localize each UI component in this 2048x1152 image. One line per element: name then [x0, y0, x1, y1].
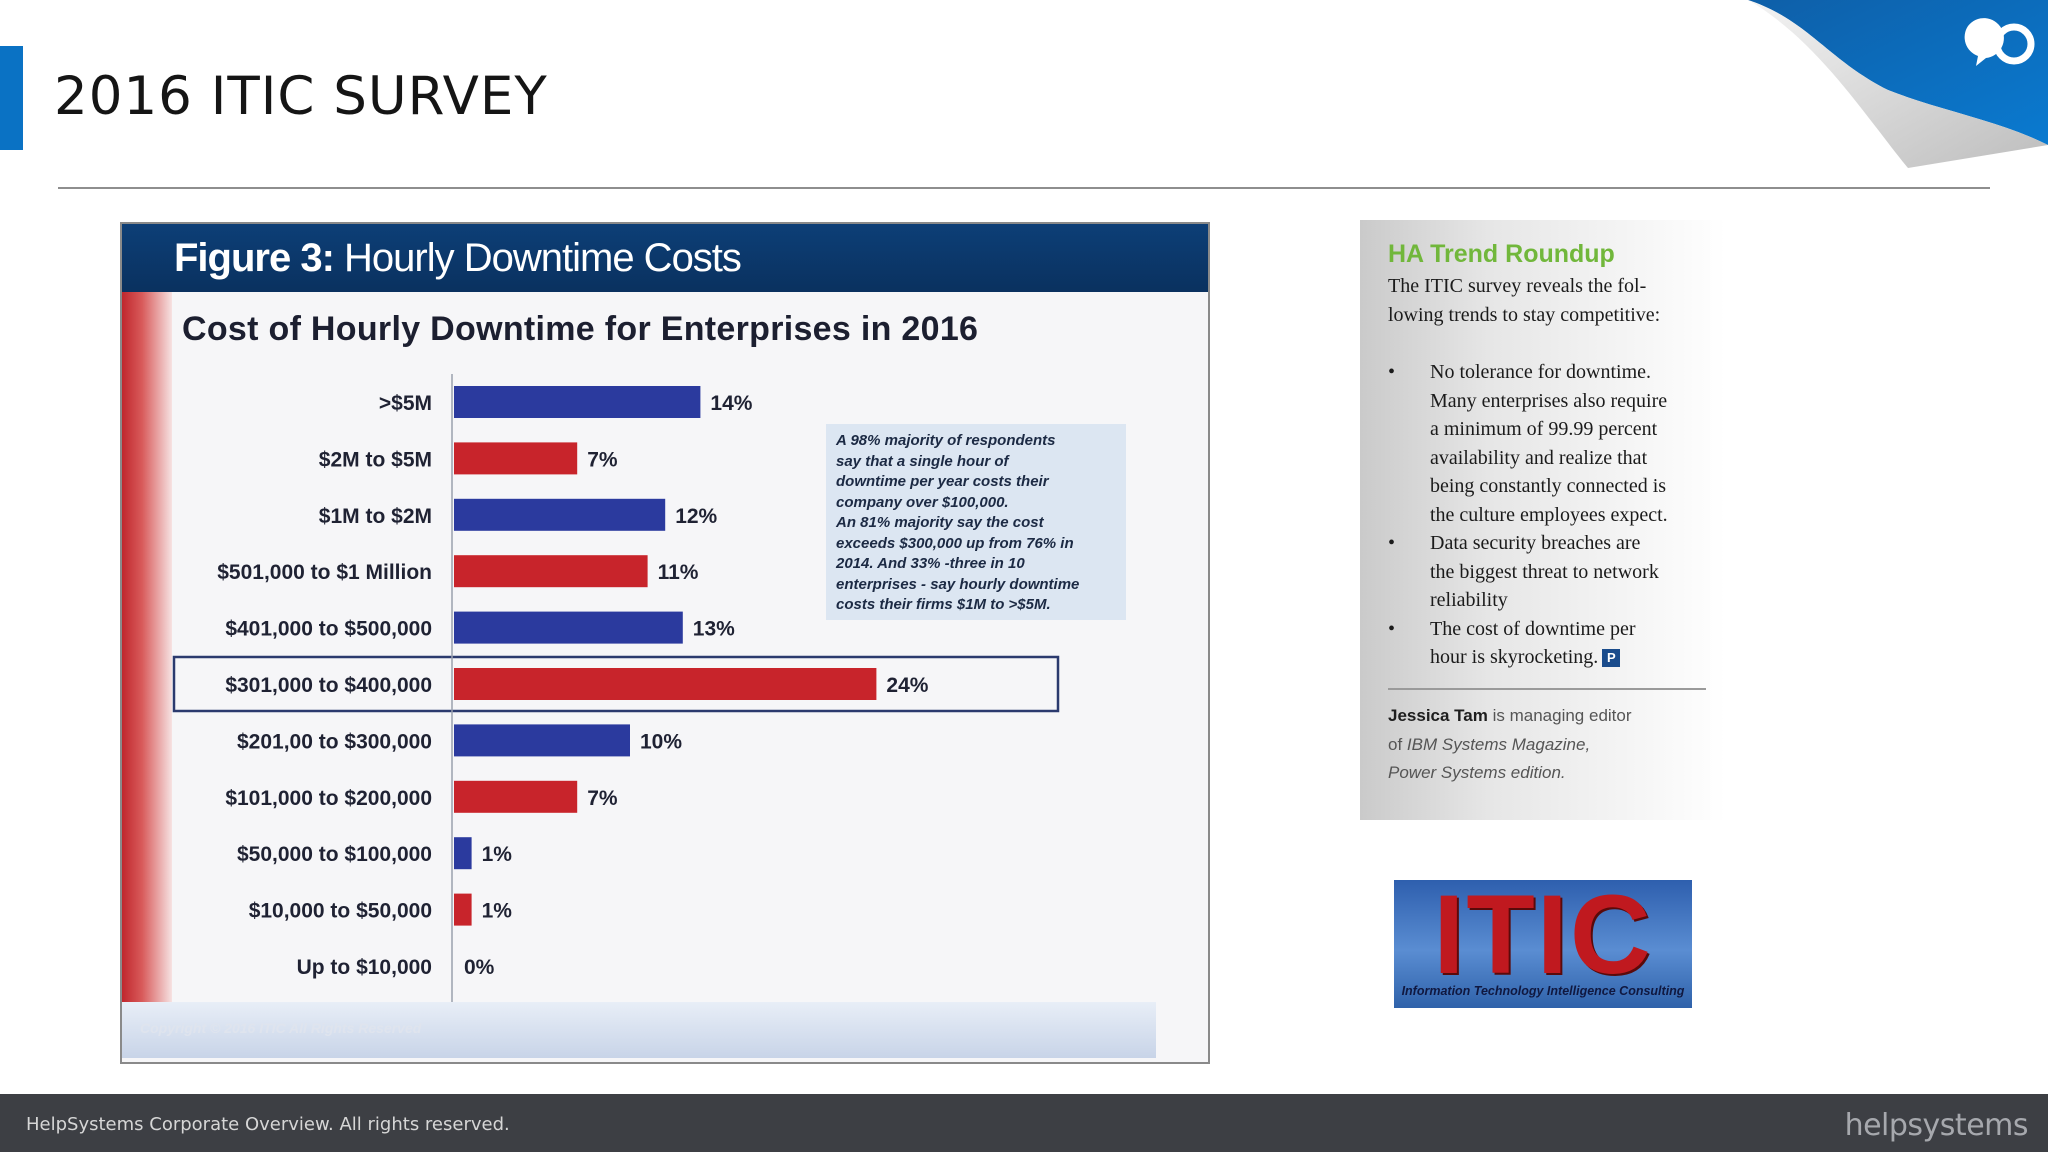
trend-item: • The cost of downtime per hour is skyroc…	[1388, 615, 1718, 672]
figure-copyright: Copyright © 2016 ITIC All Rights Reserve…	[140, 1020, 422, 1036]
end-mark-badge: P	[1602, 649, 1621, 667]
bullet-icon: •	[1388, 617, 1396, 640]
helpsystems-logo: helpsystems	[1844, 1108, 2029, 1143]
bar	[454, 555, 648, 588]
author-name: Jessica Tam	[1388, 706, 1488, 725]
figure-side-strip	[122, 292, 172, 1014]
itic-logo-tagline: Information Technology Intelligence Cons…	[1401, 984, 1685, 998]
survey-callout: A 98% majority of respondents say that a…	[826, 424, 1126, 620]
category-label: $1M to $2M	[319, 505, 432, 528]
chart-title: Cost of Hourly Downtime for Enterprises …	[182, 310, 979, 348]
itic-logo: ITIC Information Technology Intelligence…	[1394, 880, 1692, 1008]
figure-footer: Copyright © 2016 ITIC All Rights Reserve…	[122, 1002, 1156, 1058]
sidebar-intro: The ITIC survey reveals the fol- lowing …	[1388, 275, 1661, 326]
value-label: 1%	[482, 900, 513, 923]
bar	[454, 442, 578, 475]
bar	[454, 837, 472, 870]
credit-prefix: of	[1388, 734, 1407, 754]
author-role: is managing editor	[1487, 706, 1632, 725]
category-label: $501,000 to $1 Million	[217, 561, 432, 584]
callout-text: A 98% majority of respondents say that a…	[836, 432, 1080, 613]
value-label: 0%	[464, 956, 495, 979]
publication-name: IBM Systems Magazine,	[1406, 734, 1591, 754]
page-title: 2016 ITIC SURVEY	[54, 66, 548, 127]
bar	[454, 386, 701, 418]
bullet-icon: •	[1388, 532, 1396, 554]
publication-edition: Power Systems edition.	[1388, 763, 1566, 782]
downtime-figure: Figure 3: Hourly Downtime Costs Cost of …	[120, 222, 1210, 1064]
trend-item: • Data security breaches are the biggest …	[1388, 529, 1718, 615]
value-label: 24%	[886, 674, 928, 697]
category-label: $10,000 to $50,000	[249, 900, 432, 923]
category-label: $101,000 to $200,000	[225, 787, 432, 810]
value-label: 13%	[693, 618, 735, 641]
category-label: >$5M	[379, 392, 432, 415]
title-divider	[58, 187, 1990, 189]
highlight-frame	[172, 655, 1060, 713]
bar	[454, 724, 630, 757]
category-label: Up to $10,000	[297, 956, 432, 979]
slide-footer: HelpSystems Corporate Overview. All righ…	[0, 1094, 2048, 1152]
bar	[454, 498, 666, 531]
bar	[454, 780, 578, 813]
figure-header-title: Figure 3: Hourly Downtime Costs	[174, 236, 742, 281]
figure-number: Figure 3:	[174, 236, 335, 280]
category-label: $201,00 to $300,000	[237, 730, 432, 753]
value-label: 14%	[710, 392, 752, 415]
value-label: 1%	[482, 843, 513, 866]
value-label: 7%	[587, 448, 618, 471]
value-label: 11%	[658, 561, 699, 584]
trend-text: The cost of downtime per hour is skyrock…	[1430, 617, 1636, 669]
itic-logo-letters: ITIC	[1433, 880, 1653, 997]
bar	[454, 668, 877, 700]
page-curl-logo-icon	[1748, 0, 2048, 168]
sidebar-title: HA Trend Roundup	[1388, 240, 1615, 268]
value-label: 7%	[587, 787, 618, 810]
value-label: 10%	[640, 730, 682, 753]
bullet-icon: •	[1388, 361, 1396, 383]
footer-text: HelpSystems Corporate Overview. All righ…	[26, 1114, 510, 1135]
author-credit: Jessica Tam is managing editor of IBM Sy…	[1388, 702, 1688, 788]
category-label: $401,000 to $500,000	[225, 618, 432, 641]
figure-header: Figure 3: Hourly Downtime Costs	[122, 224, 1208, 292]
trend-list: • No tolerance for downtime. Many enterpr…	[1388, 358, 1718, 672]
sidebar-divider	[1388, 688, 1706, 690]
trend-text: Data security breaches are the biggest t…	[1430, 532, 1659, 611]
trend-roundup-sidebar: HA Trend Roundup The ITIC survey reveals…	[1360, 220, 1726, 820]
trend-text: No tolerance for downtime. Many enterpri…	[1430, 361, 1668, 526]
category-label: $50,000 to $100,000	[237, 843, 432, 866]
figure-caption: Hourly Downtime Costs	[344, 236, 742, 280]
category-label: $301,000 to $400,000	[225, 674, 432, 697]
bar-chart: >$5M 14% $2M to $5M 7% $1M to $2M 12% $501,000…	[172, 374, 1060, 1026]
category-label: $2M to $5M	[319, 448, 432, 471]
value-label: 12%	[675, 505, 717, 528]
title-accent-bar	[0, 46, 23, 150]
bar	[454, 893, 472, 926]
bar	[454, 611, 683, 644]
trend-item: • No tolerance for downtime. Many enterpr…	[1388, 358, 1718, 529]
